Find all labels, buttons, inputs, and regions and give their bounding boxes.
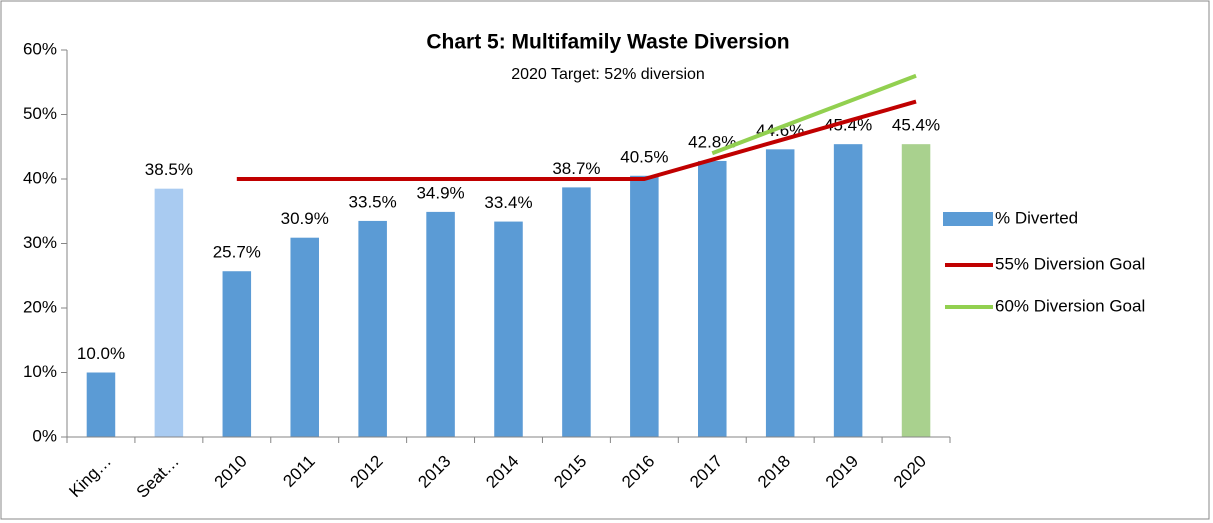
bar — [86, 372, 116, 437]
chart-subtitle: 2020 Target: 52% diversion — [511, 66, 705, 83]
data-label: 40.5% — [620, 147, 668, 166]
data-label: 45.4% — [892, 116, 940, 135]
bar — [901, 144, 931, 438]
bar — [765, 149, 795, 437]
data-label: 45.4% — [824, 116, 872, 135]
bar — [290, 237, 319, 437]
legend-label: % Diverted — [995, 208, 1078, 227]
line — [711, 73, 917, 156]
data-label: 33.4% — [484, 193, 532, 212]
data-label: 33.5% — [349, 192, 397, 211]
chart-title: Chart 5: Multifamily Waste Diversion — [426, 31, 789, 54]
data-label: 10.0% — [77, 344, 125, 363]
legend-swatch — [943, 212, 993, 226]
legend-label: 60% Diversion Goal — [995, 296, 1145, 315]
data-label: 34.9% — [416, 183, 464, 202]
y-tick-label: 60% — [23, 39, 57, 58]
bar — [562, 187, 591, 437]
bar — [698, 160, 727, 437]
data-label: 38.7% — [552, 159, 600, 178]
y-tick-label: 0% — [32, 426, 57, 445]
bar — [358, 220, 387, 437]
y-tick-label: 20% — [23, 297, 57, 316]
y-tick-label: 30% — [23, 233, 57, 252]
line — [236, 99, 917, 181]
data-label: 38.5% — [145, 160, 193, 179]
y-tick-label: 40% — [23, 168, 57, 187]
data-label: 25.7% — [213, 243, 261, 262]
legend-label: 55% Diversion Goal — [995, 254, 1145, 273]
bar — [630, 175, 659, 437]
bar — [833, 144, 863, 438]
y-tick-label: 10% — [23, 362, 57, 381]
data-label: 30.9% — [281, 209, 329, 228]
y-tick-label: 50% — [23, 104, 57, 123]
bar — [222, 271, 252, 437]
bar — [426, 211, 455, 437]
bar — [154, 188, 184, 437]
bar — [494, 221, 523, 437]
